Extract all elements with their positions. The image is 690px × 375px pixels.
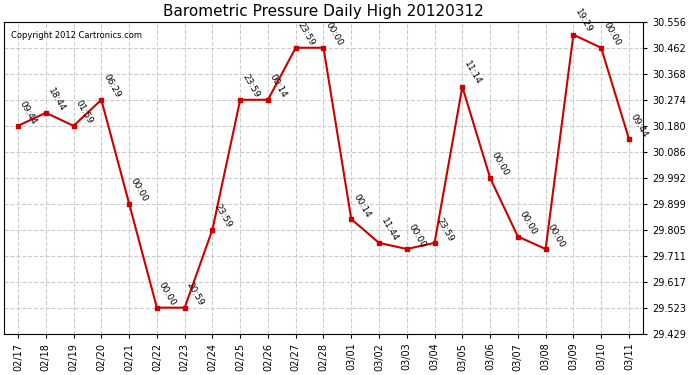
Text: 20:59: 20:59 <box>185 281 206 308</box>
Text: 00:00: 00:00 <box>601 21 622 48</box>
Text: 00:00: 00:00 <box>407 222 428 249</box>
Text: 00:00: 00:00 <box>518 210 539 237</box>
Text: 00:00: 00:00 <box>157 281 177 308</box>
Text: 23:59: 23:59 <box>213 203 233 229</box>
Text: 11:44: 11:44 <box>379 216 400 243</box>
Text: 09:44: 09:44 <box>18 99 39 126</box>
Text: 00:00: 00:00 <box>129 177 150 204</box>
Text: 18:44: 18:44 <box>46 86 66 113</box>
Title: Barometric Pressure Daily High 20120312: Barometric Pressure Daily High 20120312 <box>163 4 484 19</box>
Text: 00:14: 00:14 <box>268 73 288 100</box>
Text: 23:59: 23:59 <box>435 216 455 243</box>
Text: 06:29: 06:29 <box>101 73 122 100</box>
Text: 01:59: 01:59 <box>74 99 95 126</box>
Text: 00:14: 00:14 <box>351 192 372 219</box>
Text: 00:00: 00:00 <box>324 21 344 48</box>
Text: 00:00: 00:00 <box>490 151 511 178</box>
Text: 11:14: 11:14 <box>462 60 483 87</box>
Text: Copyright 2012 Cartronics.com: Copyright 2012 Cartronics.com <box>10 31 141 40</box>
Text: 23:59: 23:59 <box>296 21 317 48</box>
Text: 00:00: 00:00 <box>546 222 566 249</box>
Text: 19:29: 19:29 <box>573 8 594 35</box>
Text: 09:44: 09:44 <box>629 112 649 139</box>
Text: 23:59: 23:59 <box>240 73 261 100</box>
